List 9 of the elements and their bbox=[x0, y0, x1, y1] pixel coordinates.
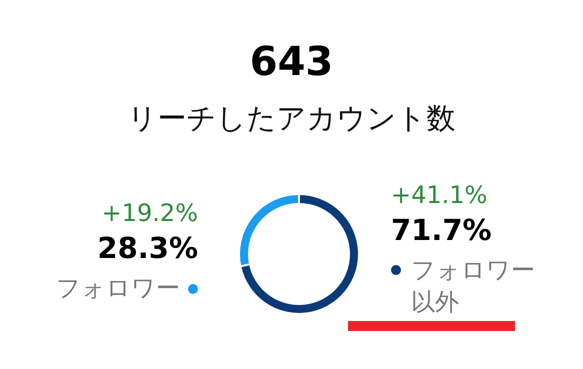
text: +41.1% bbox=[391, 180, 488, 210]
text: +19.2% bbox=[100, 198, 198, 228]
data-label: 28.3% bbox=[96, 230, 198, 267]
chart-subtitle: リーチしたアカウント数 bbox=[126, 100, 456, 136]
chart-title: 643 bbox=[248, 38, 334, 86]
legend-label: フォロワー以外 bbox=[411, 255, 536, 318]
donut-slice bbox=[239, 193, 360, 315]
slice-label: フォロワー bbox=[55, 273, 181, 304]
data-label: 71.7% bbox=[391, 212, 493, 249]
